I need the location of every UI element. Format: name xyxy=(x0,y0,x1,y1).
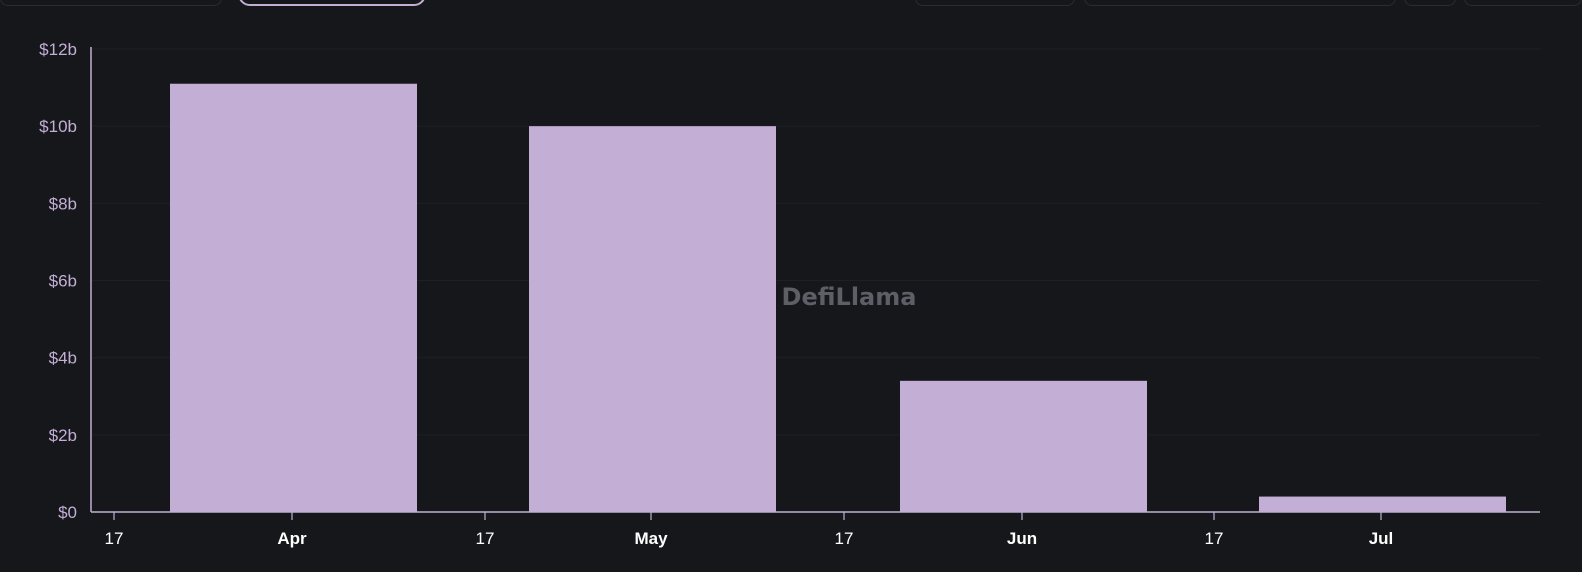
bar-apr[interactable] xyxy=(170,83,417,512)
y-tick-label: $4b xyxy=(49,349,77,368)
x-tick-label: 17 xyxy=(476,529,495,548)
bars xyxy=(170,83,1506,513)
y-tick-label: $0 xyxy=(58,503,77,522)
x-tick-label: Jul xyxy=(1369,529,1394,548)
y-tick-label: $12b xyxy=(39,40,77,59)
x-tick-label: Jun xyxy=(1007,529,1037,548)
y-tick-label: $6b xyxy=(49,272,77,291)
bar-jul[interactable] xyxy=(1259,496,1506,512)
bar-jun[interactable] xyxy=(900,380,1147,512)
watermark: DefiLlama xyxy=(782,283,917,311)
x-tick-label: Apr xyxy=(277,529,307,548)
x-tick-label: 17 xyxy=(1205,529,1224,548)
y-tick-label: $8b xyxy=(49,194,77,213)
axes xyxy=(90,47,1540,513)
bar-may[interactable] xyxy=(529,126,776,513)
x-tick-label: 17 xyxy=(835,529,854,548)
y-tick-label: $10b xyxy=(39,117,77,136)
x-tick-label: 17 xyxy=(105,529,124,548)
x-axis-ticks: 17 Apr 17 May 17 Jun 17 Jul xyxy=(105,512,1394,548)
y-axis-ticks: $0 $2b $4b $6b $8b $10b $12b xyxy=(39,40,77,522)
x-tick-label: May xyxy=(634,529,668,548)
y-tick-label: $2b xyxy=(49,426,77,445)
